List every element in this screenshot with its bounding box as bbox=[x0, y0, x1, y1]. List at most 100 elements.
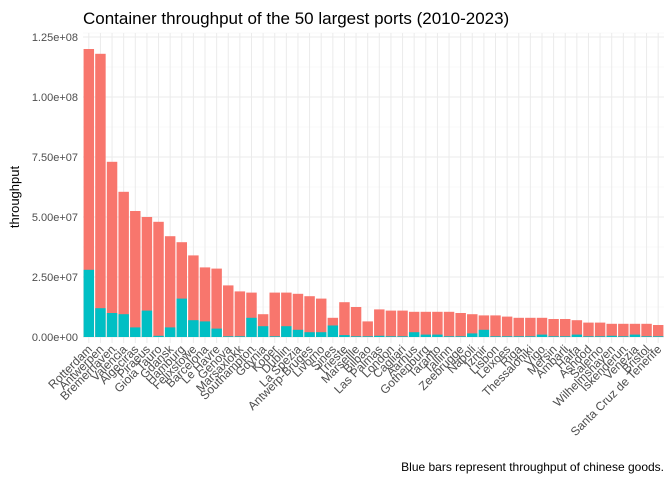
bar-chinese bbox=[490, 336, 501, 337]
bar-total bbox=[397, 310, 408, 337]
bar-chinese bbox=[560, 336, 571, 337]
bar-chinese bbox=[606, 335, 617, 337]
y-axis-ticks: 0.00e+00 2.50e+07 5.00e+07 7.50e+07 1.00e+08… bbox=[32, 32, 78, 344]
bar-chinese bbox=[583, 336, 594, 337]
bar-total bbox=[362, 321, 373, 337]
bar-total bbox=[118, 191, 129, 337]
bar-total bbox=[339, 302, 350, 337]
bar-chinese bbox=[478, 329, 490, 337]
bar-total bbox=[83, 49, 95, 337]
bar-chinese bbox=[292, 329, 304, 337]
bar-total bbox=[583, 322, 594, 337]
y-axis-title: throughput bbox=[7, 166, 22, 229]
bar-chinese bbox=[257, 326, 269, 337]
bar-total bbox=[560, 319, 571, 337]
y-tick-label: 5.00e+07 bbox=[32, 212, 78, 224]
bar-chinese bbox=[362, 336, 373, 337]
bar-chinese bbox=[130, 327, 141, 337]
bar-total bbox=[501, 316, 513, 337]
bar-total bbox=[153, 221, 164, 337]
bar-total bbox=[455, 313, 466, 337]
bar-total bbox=[164, 236, 176, 337]
bar-total bbox=[629, 323, 641, 337]
bar-chinese bbox=[513, 336, 524, 337]
bar-total bbox=[548, 319, 559, 337]
bar-chinese bbox=[199, 321, 211, 337]
bar-total bbox=[315, 298, 327, 337]
bar-chinese bbox=[618, 336, 629, 337]
bar-chinese bbox=[408, 332, 420, 337]
bar-chinese bbox=[652, 336, 664, 337]
bar-chinese bbox=[246, 317, 257, 337]
bar-total bbox=[246, 292, 257, 337]
bar-total bbox=[199, 267, 211, 337]
bar-chinese bbox=[281, 326, 292, 337]
bar-chinese bbox=[211, 328, 222, 337]
y-tick-label: 0.00e+00 bbox=[32, 332, 78, 344]
bar-total bbox=[420, 311, 432, 337]
bar-total bbox=[234, 291, 246, 337]
bar-chinese bbox=[141, 310, 153, 337]
bar-chinese bbox=[443, 336, 455, 337]
bar-chinese bbox=[432, 334, 443, 337]
y-tick-label: 7.50e+07 bbox=[32, 152, 78, 164]
bar-chinese bbox=[467, 333, 478, 337]
bar-chinese bbox=[106, 313, 118, 337]
bar-total bbox=[211, 268, 222, 337]
x-axis-ticks: RotterdamAntwerpenBremerhavenValenciaAlg… bbox=[45, 342, 664, 439]
bar-total bbox=[490, 315, 501, 337]
bar-total bbox=[525, 317, 536, 337]
bar-chinese bbox=[641, 336, 652, 337]
bar-total bbox=[467, 314, 478, 337]
bar-chinese bbox=[304, 332, 315, 337]
bar-total bbox=[141, 217, 153, 337]
bar-chinese bbox=[234, 336, 246, 337]
bar-total bbox=[478, 315, 490, 337]
bar-chinese bbox=[350, 336, 362, 337]
bar-total bbox=[304, 296, 315, 337]
bar-total bbox=[618, 323, 629, 337]
bar-chinese bbox=[420, 334, 432, 337]
bar-total bbox=[432, 311, 443, 337]
chart-caption: Blue bars represent throughput of chines… bbox=[401, 460, 664, 474]
bar-chinese bbox=[327, 325, 339, 337]
bar-chinese bbox=[95, 308, 106, 337]
bar-total bbox=[606, 323, 617, 337]
bar-total bbox=[130, 211, 141, 337]
y-tick-label: 2.50e+07 bbox=[32, 272, 78, 284]
bar-chinese bbox=[374, 335, 385, 337]
bar-total bbox=[652, 325, 664, 337]
bar-total bbox=[408, 311, 420, 337]
bar-chinese bbox=[548, 336, 559, 337]
bar-total bbox=[571, 320, 583, 337]
bar-chinese bbox=[455, 336, 466, 337]
bar-chinese bbox=[164, 327, 176, 337]
bar-total bbox=[536, 317, 548, 337]
bar-chinese bbox=[223, 336, 234, 337]
chart-title: Container throughput of the 50 largest p… bbox=[83, 9, 509, 28]
bar-total bbox=[188, 255, 199, 337]
bar-total bbox=[223, 285, 234, 337]
bar-chinese bbox=[176, 298, 187, 337]
chinese-bars bbox=[83, 269, 664, 337]
bar-chinese bbox=[571, 334, 583, 337]
bar-total bbox=[374, 309, 385, 337]
bar-total bbox=[95, 53, 106, 338]
bar-chinese bbox=[397, 336, 408, 337]
bar-chinese bbox=[525, 336, 536, 337]
bar-chinese bbox=[339, 335, 350, 337]
bar-total bbox=[513, 317, 524, 337]
bar-chinese bbox=[153, 335, 164, 337]
bar-total bbox=[641, 323, 652, 337]
bar-total bbox=[443, 311, 455, 337]
y-tick-label: 1.25e+08 bbox=[32, 32, 78, 44]
bar-chinese bbox=[315, 332, 327, 337]
bar-chinese bbox=[188, 320, 199, 337]
bar-chinese bbox=[629, 334, 641, 337]
bar-chinese bbox=[118, 314, 129, 337]
bar-chinese bbox=[594, 336, 606, 337]
bar-total bbox=[281, 292, 292, 337]
total-bars bbox=[83, 49, 664, 338]
bar-total bbox=[176, 242, 187, 337]
